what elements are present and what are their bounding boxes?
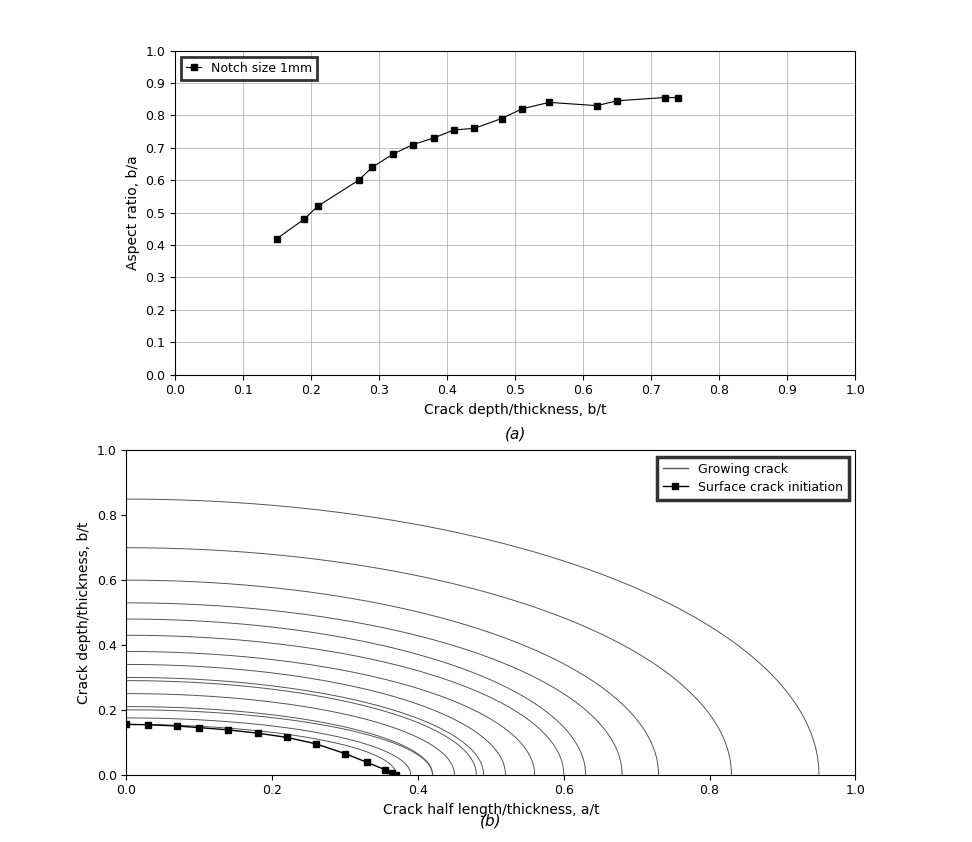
Notch size 1mm bbox=[387, 149, 399, 159]
Notch size 1mm bbox=[516, 104, 528, 114]
Notch size 1mm bbox=[469, 123, 480, 133]
Notch size 1mm bbox=[448, 125, 460, 135]
Text: (b): (b) bbox=[480, 813, 502, 829]
Y-axis label: Aspect ratio, b/a: Aspect ratio, b/a bbox=[125, 155, 140, 270]
Notch size 1mm bbox=[428, 133, 439, 143]
Text: (a): (a) bbox=[504, 426, 526, 441]
Notch size 1mm bbox=[543, 98, 555, 108]
Line: Notch size 1mm: Notch size 1mm bbox=[273, 94, 682, 242]
Notch size 1mm bbox=[312, 201, 324, 211]
Y-axis label: Crack depth/thickness, b/t: Crack depth/thickness, b/t bbox=[77, 521, 91, 704]
Notch size 1mm bbox=[496, 114, 507, 124]
Notch size 1mm bbox=[271, 233, 283, 243]
Notch size 1mm bbox=[591, 100, 603, 110]
Notch size 1mm bbox=[407, 140, 419, 150]
Notch size 1mm bbox=[353, 175, 364, 185]
Notch size 1mm bbox=[659, 93, 671, 103]
Notch size 1mm bbox=[298, 214, 310, 224]
X-axis label: Crack half length/thickness, a/t: Crack half length/thickness, a/t bbox=[383, 803, 599, 817]
X-axis label: Crack depth/thickness, b/t: Crack depth/thickness, b/t bbox=[424, 403, 607, 417]
Notch size 1mm bbox=[611, 96, 623, 106]
Notch size 1mm bbox=[673, 93, 684, 103]
Legend: Growing crack, Surface crack initiation: Growing crack, Surface crack initiation bbox=[657, 456, 850, 500]
Legend: Notch size 1mm: Notch size 1mm bbox=[181, 56, 317, 80]
Notch size 1mm bbox=[366, 163, 378, 173]
